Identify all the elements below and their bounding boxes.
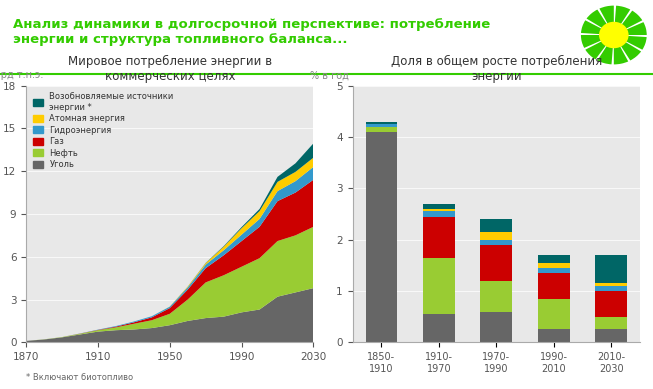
Bar	[423, 217, 454, 258]
Text: % в год: % в год	[310, 70, 349, 81]
Legend: Возобновляемые источники
энергии *, Атомная энергия, Гидроэнергия, Газ, Нефть, У: Возобновляемые источники энергии *, Атом…	[30, 90, 176, 172]
Wedge shape	[599, 5, 614, 35]
Bar	[366, 132, 397, 342]
Bar	[481, 281, 512, 312]
Bar	[423, 211, 454, 217]
Wedge shape	[614, 11, 643, 35]
Wedge shape	[581, 35, 614, 48]
Bar	[596, 255, 627, 283]
Bar	[538, 273, 569, 299]
Bar	[423, 209, 454, 211]
Bar	[481, 240, 512, 245]
Wedge shape	[581, 20, 614, 35]
Circle shape	[599, 22, 629, 48]
Bar	[596, 291, 627, 317]
Wedge shape	[614, 35, 641, 60]
Wedge shape	[586, 10, 614, 35]
Bar	[481, 232, 512, 240]
Bar	[596, 317, 627, 329]
Bar	[538, 263, 569, 268]
Bar	[423, 258, 454, 314]
Bar	[538, 329, 569, 342]
Bar	[423, 204, 454, 209]
Bar	[596, 329, 627, 342]
Wedge shape	[614, 35, 646, 50]
Text: Анализ динамики в долгосрочной перспективе: потребление
энергии и структура топл: Анализ динамики в долгосрочной перспекти…	[13, 18, 490, 46]
Bar	[481, 245, 512, 281]
Bar	[366, 124, 397, 127]
Bar	[481, 219, 512, 232]
Bar	[538, 255, 569, 263]
Wedge shape	[614, 6, 630, 35]
Wedge shape	[614, 22, 646, 35]
Bar	[538, 299, 569, 329]
Bar	[596, 286, 627, 291]
Bar	[366, 121, 397, 124]
Wedge shape	[614, 35, 628, 65]
Wedge shape	[597, 35, 614, 64]
Text: * Включают биотопливо: * Включают биотопливо	[26, 373, 133, 382]
Bar	[596, 283, 627, 286]
Title: Мировое потребление энергии в
коммерческих целях: Мировое потребление энергии в коммерческ…	[68, 55, 272, 83]
Bar	[481, 312, 512, 342]
Bar	[538, 268, 569, 273]
Text: Млрд т.н.э.: Млрд т.н.э.	[0, 70, 43, 81]
Title: Доля в общем росте потребления
энергии: Доля в общем росте потребления энергии	[390, 55, 602, 83]
Bar	[366, 127, 397, 132]
Bar	[423, 314, 454, 342]
Wedge shape	[585, 35, 614, 60]
